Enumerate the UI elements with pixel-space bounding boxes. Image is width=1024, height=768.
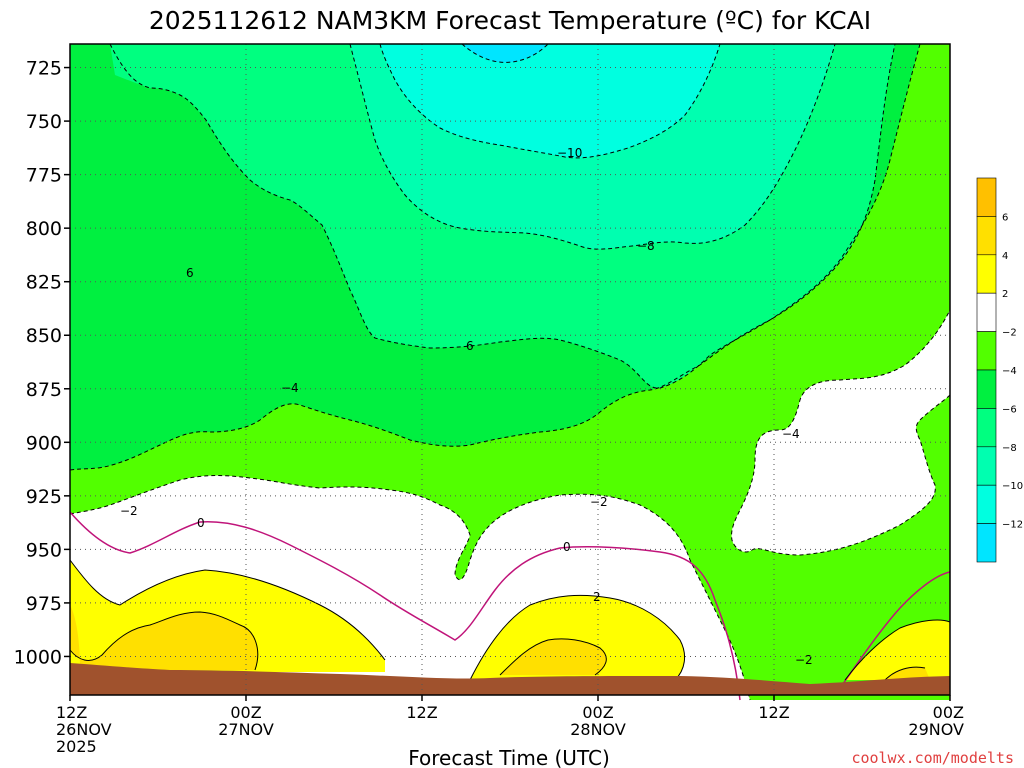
colorbar-tick-label: 4 <box>1002 251 1008 262</box>
y-tick-label: 825 <box>26 272 62 294</box>
colorbar-swatch <box>976 177 997 217</box>
y-tick-label: 750 <box>26 111 62 133</box>
x-tick-label: 29NOV <box>908 720 964 739</box>
x-axis-label: Forecast Time (UTC) <box>408 746 610 768</box>
colorbar-swatch <box>976 523 997 563</box>
contour-label: 6 <box>186 266 194 280</box>
colorbar-tick-label: −4 <box>1002 366 1017 377</box>
contour-line-minus-6 <box>109 43 896 389</box>
x-tick-label: 27NOV <box>218 720 274 739</box>
x-tick-label: 12Z <box>406 703 437 722</box>
contour-labels: −10 −8 6 6 −4 −4 −2 −2 −2 0 0 2 <box>120 146 813 667</box>
contour-label: 6 <box>466 339 474 353</box>
y-tick-label: 725 <box>26 58 62 80</box>
y-axis: 725 750 775 800 825 850 875 900 925 950 975 1000 <box>14 58 70 668</box>
contour-label: −4 <box>782 427 800 441</box>
x-tick-label: 12Z <box>758 703 789 722</box>
band-minus-12-to-minus-14 <box>462 44 548 63</box>
colorbar-swatch <box>976 331 997 371</box>
contour-line-minus-8 <box>349 43 836 250</box>
x-tick-label: 28NOV <box>570 720 626 739</box>
colorbar-swatch <box>976 254 997 294</box>
x-tick-label: 12Z <box>56 703 87 722</box>
contour-label: 0 <box>197 516 205 530</box>
colorbar-swatch <box>976 446 997 486</box>
colorbar: 6 4 2 −2 −4 −6 −8 −10 −12 <box>976 177 1023 563</box>
colorbar-swatch <box>976 292 997 332</box>
contour-label: −2 <box>120 504 138 518</box>
y-tick-label: 925 <box>26 486 62 508</box>
x-tick-label: 00Z <box>933 703 964 722</box>
colorbar-swatch <box>976 484 997 524</box>
band-4-to-6-left <box>70 605 258 670</box>
y-tick-label: 875 <box>26 379 62 401</box>
x-tick-label: 00Z <box>582 703 613 722</box>
band-4-to-6-right <box>885 667 930 680</box>
colorbar-swatch <box>976 369 997 409</box>
colorbar-tick-label: 2 <box>1002 289 1008 300</box>
contour-line-2-left <box>69 559 386 661</box>
y-tick-label: 775 <box>26 165 62 187</box>
contour-label: −2 <box>590 495 608 509</box>
contour-lines-negative <box>69 43 951 701</box>
colorbar-swatch <box>976 216 997 256</box>
contour-line-2-right <box>844 619 951 681</box>
colorbar-tick-label: −6 <box>1002 404 1017 415</box>
y-tick-label: 800 <box>26 218 62 240</box>
contour-line-4-mid <box>499 638 607 676</box>
freezing-line-left <box>69 511 741 701</box>
x-tick-label: 00Z <box>230 703 261 722</box>
contour-line-4-right <box>884 666 926 681</box>
band-minus-10-to-minus-12 <box>380 44 720 158</box>
y-tick-label: 950 <box>26 539 62 561</box>
colorbar-tick-label: −2 <box>1002 328 1017 339</box>
contour-line-minus-12 <box>461 43 549 63</box>
contour-line-minus-2 <box>69 475 751 701</box>
contour-label: −10 <box>557 146 582 160</box>
y-tick-label: 975 <box>26 593 62 615</box>
colorbar-tick-label: −10 <box>1002 481 1023 492</box>
y-tick-label: 900 <box>26 432 62 454</box>
plot-frame <box>69 43 951 696</box>
x-tick-label: 26NOV <box>56 720 112 739</box>
contour-line-2-mid <box>469 594 686 681</box>
contour-line-4-left <box>69 611 259 671</box>
y-tick-label: 850 <box>26 325 62 347</box>
contour-line-minus-4 <box>69 43 921 471</box>
contour-label: 0 <box>563 540 571 554</box>
contour-label: 2 <box>593 590 601 604</box>
colorbar-tick-label: −12 <box>1002 520 1023 531</box>
band-4-to-6-mid <box>500 638 607 675</box>
contour-label: −2 <box>795 653 813 667</box>
colorbar-tick-label: −8 <box>1002 443 1017 454</box>
contour-label: −8 <box>637 239 655 253</box>
colorbar-tick-label: 6 <box>1002 212 1008 223</box>
contour-lines-positive <box>69 559 951 681</box>
band-2-to-4-right <box>845 620 950 680</box>
x-tick-label: 2025 <box>56 737 97 756</box>
y-tick-label: 1000 <box>14 646 62 668</box>
colorbar-swatch <box>976 408 997 448</box>
contour-label: −4 <box>281 381 299 395</box>
contour-line-minus-10 <box>379 43 721 159</box>
plot-area: −10 −8 6 6 −4 −4 −2 −2 −2 0 0 2 <box>69 43 951 701</box>
credit-text: coolwx.com/modelts <box>851 749 1014 767</box>
chart-title: 2025112612 NAM3KM Forecast Temperature (… <box>149 6 871 35</box>
freezing-line-right <box>839 571 951 689</box>
contour-line-minus-2-right <box>731 309 951 556</box>
ground-terrain <box>70 663 950 695</box>
